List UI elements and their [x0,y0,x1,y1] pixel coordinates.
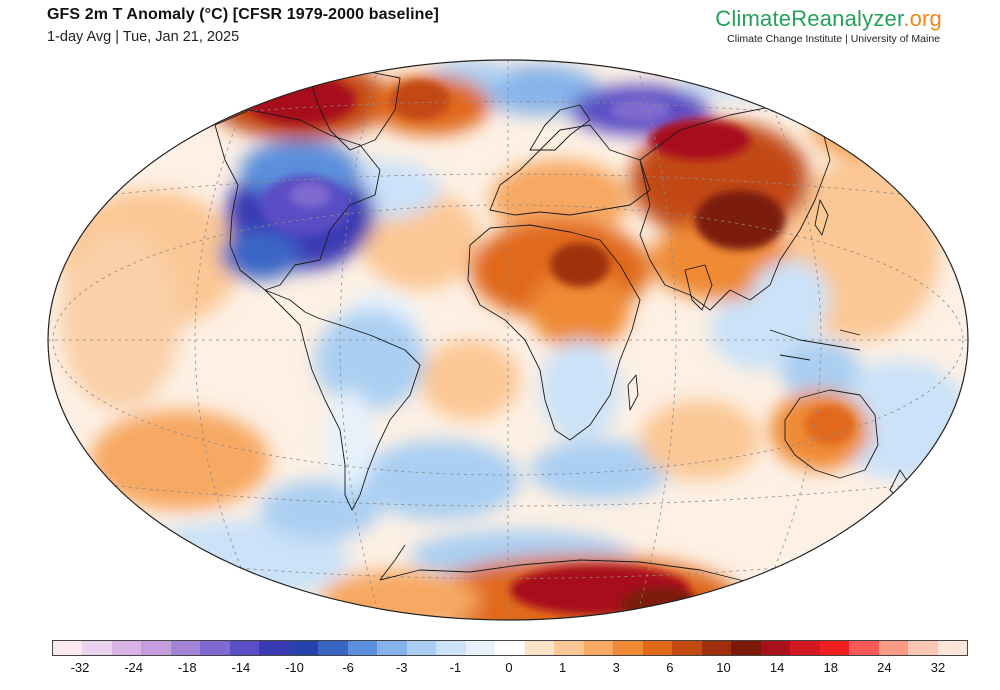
brand-name: ClimateReanalyzer [715,6,904,31]
globe-border [47,59,969,621]
color-legend: -32 -24 -18 -14 -10 -6 -3 -1 0 1 3 6 10 14 18 24 32 [52,640,968,678]
legend-swatch [849,641,879,655]
coastlines [214,69,911,601]
legend-swatch [53,641,83,655]
legend-swatch [347,641,378,655]
legend-swatch [613,641,643,655]
legend-swatch [465,641,496,655]
legend-tick-label: -18 [177,660,197,675]
legend-swatch [672,641,702,655]
legend-swatch [82,641,112,655]
legend-tick-label: 3 [612,660,620,675]
legend-swatch [318,641,348,655]
legend-tick-label: 14 [769,660,785,675]
legend-swatch [819,641,850,655]
legend-tick-labels: -32 -24 -18 -14 -10 -6 -3 -1 0 1 3 6 10 14 18 24 32 [52,660,966,678]
legend-swatch [436,641,466,655]
anomaly-field [48,60,968,620]
legend-tick-label: -32 [70,660,90,675]
legend-tick-label: -10 [285,660,304,675]
legend-tick-label: 10 [716,660,731,675]
legend-swatch [642,641,673,655]
legend-tick-label: -14 [231,660,251,675]
legend-tick-label: -6 [342,660,354,675]
legend-swatch [878,641,909,655]
legend-tick-label: 18 [823,660,838,675]
legend-tick-label: 32 [930,660,946,675]
legend-swatch [229,641,260,655]
legend-swatch [908,641,938,655]
legend-tick-label: 24 [877,660,892,675]
legend-swatch [583,641,614,655]
brand-logo[interactable]: ClimateReanalyzer.org [715,6,942,32]
anomaly-map [47,59,969,621]
legend-tick-label: -1 [449,660,462,675]
legend-tick-label: 1 [559,660,567,675]
legend-swatch [731,641,761,655]
legend-tick-label: -3 [395,660,408,675]
legend-tick-label: 0 [505,660,513,675]
legend-swatch [937,641,968,655]
chart-title: GFS 2m T Anomaly (°C) [CFSR 1979-2000 ba… [47,6,439,23]
legend-swatch [259,641,289,655]
legend-tick-label: -24 [124,660,144,675]
legend-swatch [495,641,525,655]
legend-swatch [554,641,584,655]
legend-colorbar [52,640,968,656]
chart-subtitle: 1-day Avg | Tue, Jan 21, 2025 [47,29,240,45]
legend-tick-label: 6 [666,660,674,675]
legend-swatch [288,641,319,655]
legend-swatch [200,641,230,655]
legend-swatch [701,641,732,655]
legend-swatch [524,641,555,655]
brand-tagline: Climate Change Institute | University of… [727,33,940,45]
legend-swatch [377,641,407,655]
graticule [48,60,968,620]
legend-swatch [760,641,791,655]
legend-swatch [141,641,171,655]
legend-swatch [170,641,201,655]
legend-swatch [111,641,142,655]
legend-swatch [406,641,437,655]
brand-tld: .org [903,6,942,31]
legend-swatch [790,641,820,655]
